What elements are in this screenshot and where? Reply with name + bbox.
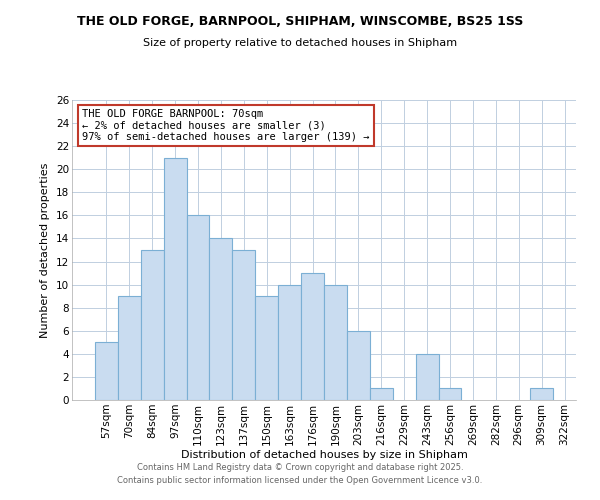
Bar bbox=[324, 284, 347, 400]
Bar bbox=[118, 296, 141, 400]
Bar bbox=[530, 388, 553, 400]
Bar bbox=[301, 273, 324, 400]
Bar bbox=[187, 216, 209, 400]
Bar bbox=[370, 388, 393, 400]
Bar bbox=[232, 250, 255, 400]
Bar bbox=[255, 296, 278, 400]
Bar bbox=[416, 354, 439, 400]
Bar bbox=[164, 158, 187, 400]
Bar bbox=[278, 284, 301, 400]
Bar bbox=[347, 331, 370, 400]
Text: THE OLD FORGE, BARNPOOL, SHIPHAM, WINSCOMBE, BS25 1SS: THE OLD FORGE, BARNPOOL, SHIPHAM, WINSCO… bbox=[77, 15, 523, 28]
Bar bbox=[439, 388, 461, 400]
X-axis label: Distribution of detached houses by size in Shipham: Distribution of detached houses by size … bbox=[181, 450, 467, 460]
Bar bbox=[141, 250, 164, 400]
Y-axis label: Number of detached properties: Number of detached properties bbox=[40, 162, 50, 338]
Text: Contains HM Land Registry data © Crown copyright and database right 2025.
Contai: Contains HM Land Registry data © Crown c… bbox=[118, 464, 482, 485]
Bar bbox=[95, 342, 118, 400]
Text: Size of property relative to detached houses in Shipham: Size of property relative to detached ho… bbox=[143, 38, 457, 48]
Text: THE OLD FORGE BARNPOOL: 70sqm
← 2% of detached houses are smaller (3)
97% of sem: THE OLD FORGE BARNPOOL: 70sqm ← 2% of de… bbox=[82, 109, 370, 142]
Bar bbox=[209, 238, 232, 400]
